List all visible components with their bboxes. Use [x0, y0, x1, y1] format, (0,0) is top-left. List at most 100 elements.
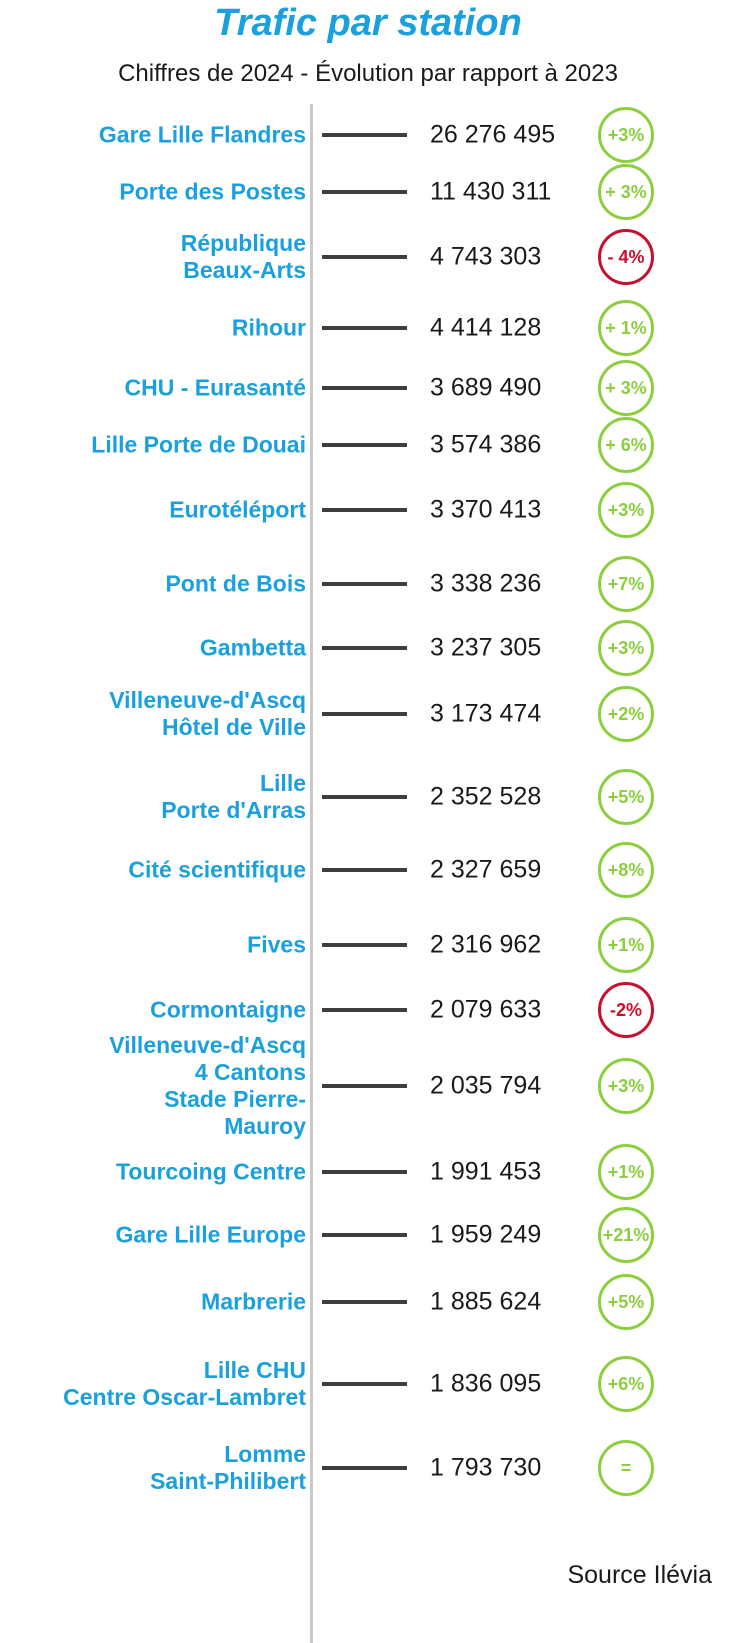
ridership-value: 3 173 474	[430, 699, 542, 728]
source-note: Source Ilévia	[567, 1561, 712, 1589]
change-badge: +3%	[598, 620, 654, 676]
station-name-line: CHU - Eurasanté	[124, 374, 306, 401]
station-name: Lille Porte de Douai	[6, 432, 306, 459]
station-name: Gambetta	[6, 635, 306, 662]
change-badge: +7%	[598, 556, 654, 612]
change-badge: +1%	[598, 1144, 654, 1200]
station-name-line: Gare Lille Europe	[115, 1221, 306, 1248]
change-badge: + 1%	[598, 300, 654, 356]
vertical-divider	[310, 104, 313, 1643]
station-name-line: Villeneuve-d'Ascq	[109, 1032, 306, 1058]
row-dash	[322, 1233, 407, 1237]
station-name-line: Marbrerie	[201, 1288, 306, 1315]
change-badge: +3%	[598, 107, 654, 163]
row-dash	[322, 1382, 407, 1386]
row-dash	[322, 443, 407, 447]
change-badge: + 3%	[598, 360, 654, 416]
station-name: Villeneuve-d'Ascq 4 Cantons Stade Pierre- M…	[6, 1032, 306, 1140]
station-name: Rihour	[6, 315, 306, 342]
station-name: Cormontaigne	[6, 997, 306, 1024]
change-badge: +5%	[598, 1274, 654, 1330]
station-name: Eurotéléport	[6, 497, 306, 524]
station-name: Gare Lille Europe	[6, 1222, 306, 1249]
change-badge: +6%	[598, 1356, 654, 1412]
station-name: Tourcoing Centre	[6, 1159, 306, 1186]
station-name: Marbrerie	[6, 1289, 306, 1316]
ridership-value: 2 035 794	[430, 1071, 542, 1100]
change-badge: +2%	[598, 686, 654, 742]
station-name-line: Gambetta	[199, 634, 306, 661]
station-name: Gare Lille Flandres	[6, 122, 306, 149]
station-name-line: Cormontaigne	[150, 996, 306, 1023]
chart-subtitle: Chiffres de 2024 - Évolution par rapport…	[118, 60, 618, 87]
station-name-line: Fives	[247, 931, 306, 958]
ridership-value: 1 793 730	[430, 1453, 542, 1482]
row-dash	[322, 582, 407, 586]
station-name-line: Pont de Bois	[165, 570, 306, 597]
row-dash	[322, 386, 407, 390]
station-name: Lille CHU Centre Oscar-Lambret	[6, 1357, 306, 1411]
station-name: Lomme Saint-Philibert	[6, 1441, 306, 1495]
ridership-value: 26 276 495	[430, 120, 556, 149]
change-badge: +8%	[598, 842, 654, 898]
station-name: Fives	[6, 932, 306, 959]
ridership-value: 3 689 490	[430, 373, 542, 402]
station-name-line: Mauroy	[224, 1113, 306, 1139]
change-badge: +5%	[598, 769, 654, 825]
row-dash	[322, 943, 407, 947]
row-dash	[322, 868, 407, 872]
row-dash	[322, 1300, 407, 1304]
station-name-line: République	[180, 230, 306, 256]
change-badge: +3%	[598, 1058, 654, 1114]
ridership-value: 3 370 413	[430, 495, 542, 524]
ridership-value: 2 352 528	[430, 782, 542, 811]
station-name-line: Gare Lille Flandres	[98, 121, 306, 148]
row-dash	[322, 133, 407, 137]
ridership-value: 3 338 236	[430, 569, 542, 598]
row-dash	[322, 1084, 407, 1088]
ridership-value: 1 836 095	[430, 1369, 542, 1398]
ridership-value: 4 414 128	[430, 313, 542, 342]
ridership-value: 11 430 311	[430, 177, 552, 206]
change-badge: + 6%	[598, 417, 654, 473]
station-name-line: Stade Pierre-	[164, 1086, 306, 1112]
ridership-value: 1 959 249	[430, 1220, 542, 1249]
station-name-line: Lomme	[224, 1441, 306, 1467]
change-badge: +21%	[598, 1207, 654, 1263]
row-dash	[322, 326, 407, 330]
station-name-line: Lille	[259, 770, 306, 796]
station-name-line: Porte des Postes	[119, 178, 306, 205]
ridership-value: 2 327 659	[430, 855, 542, 884]
row-dash	[322, 255, 407, 259]
row-dash	[322, 712, 407, 716]
station-name: Porte des Postes	[6, 179, 306, 206]
station-name-line: Beaux-Arts	[183, 257, 306, 283]
change-badge: =	[598, 1440, 654, 1496]
station-name: Pont de Bois	[6, 571, 306, 598]
ridership-value: 4 743 303	[430, 242, 542, 271]
station-name-line: Tourcoing Centre	[116, 1158, 306, 1185]
row-dash	[322, 795, 407, 799]
station-name-line: Centre Oscar-Lambret	[63, 1384, 306, 1410]
station-name: CHU - Eurasanté	[6, 375, 306, 402]
station-name-line: Lille Porte de Douai	[91, 431, 306, 458]
ridership-value: 1 991 453	[430, 1157, 542, 1186]
change-badge: -2%	[598, 982, 654, 1038]
station-name-line: Porte d'Arras	[161, 797, 306, 823]
station-name-line: Rihour	[231, 314, 306, 341]
station-name: République Beaux-Arts	[6, 230, 306, 284]
station-name: Cité scientifique	[6, 857, 306, 884]
ridership-value: 2 079 633	[430, 995, 542, 1024]
station-name-line: Lille CHU	[203, 1357, 306, 1383]
ridership-value: 3 574 386	[430, 430, 542, 459]
change-badge: - 4%	[598, 229, 654, 285]
row-dash	[322, 190, 407, 194]
row-dash	[322, 1008, 407, 1012]
change-badge: +3%	[598, 482, 654, 538]
row-dash	[322, 508, 407, 512]
station-name-line: Eurotéléport	[169, 496, 306, 523]
ridership-value: 3 237 305	[430, 633, 542, 662]
change-badge: + 3%	[598, 164, 654, 220]
ridership-value: 2 316 962	[430, 930, 542, 959]
station-name: Villeneuve-d'Ascq Hôtel de Ville	[6, 687, 306, 741]
